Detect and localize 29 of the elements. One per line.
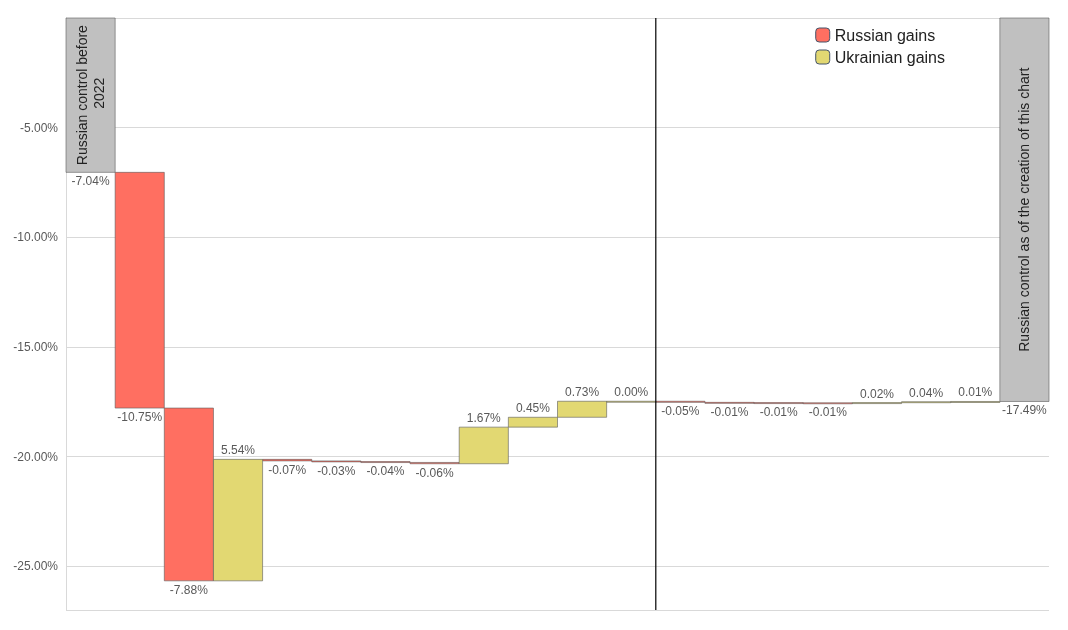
y-tick-label: -25.00%: [13, 559, 59, 574]
data-label: 0.00%: [614, 385, 649, 400]
data-label: 0.02%: [859, 386, 895, 401]
data-label: -7.04%: [71, 174, 110, 189]
data-label: -0.01%: [710, 404, 749, 419]
data-label: 1.67%: [466, 411, 502, 426]
data-label: 0.73%: [565, 385, 600, 400]
data-label: -0.03%: [317, 463, 356, 478]
data-label: 0.45%: [515, 401, 551, 416]
y-tick-label: -15.00%: [13, 339, 59, 354]
y-tick-label: -10.00%: [13, 230, 59, 245]
data-label: 0.04%: [909, 385, 944, 400]
y-tick-label: -5.00%: [19, 120, 59, 135]
legend-label: Russian gains: [834, 26, 936, 44]
data-label: -0.01%: [808, 405, 848, 420]
y-tick-label: -20.00%: [13, 449, 59, 464]
data-label: -17.49%: [1002, 403, 1048, 418]
data-label: -7.88%: [169, 582, 209, 597]
data-label: -0.04%: [366, 464, 405, 479]
data-label: -0.05%: [661, 404, 700, 419]
data-label: -0.06%: [415, 465, 454, 480]
data-label: 0.01%: [958, 385, 993, 400]
data-label: -10.75%: [117, 410, 163, 425]
annotation: Russian control as of the creation of this chart: [1016, 67, 1033, 352]
annotation: Russian control before 2022: [74, 24, 108, 166]
data-label: 5.54%: [221, 443, 256, 458]
data-label: -0.07%: [268, 462, 307, 477]
data-label: -0.01%: [759, 404, 799, 419]
legend-label: Ukrainian gains: [834, 48, 945, 66]
